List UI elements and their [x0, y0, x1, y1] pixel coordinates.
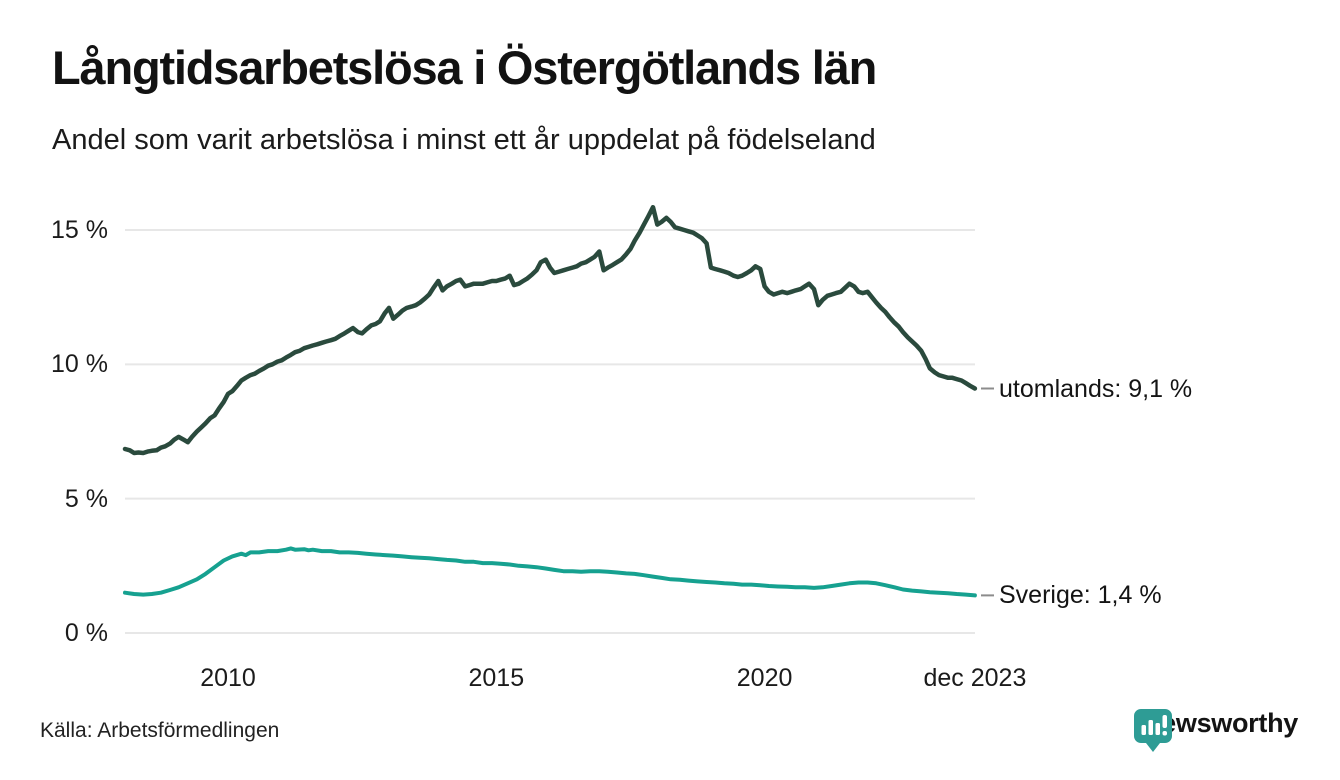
- y-tick-label-5: 5 %: [64, 484, 108, 513]
- x-tick-label-dec-2023: dec 2023: [923, 664, 1027, 692]
- newsworthy-logo: Newsworthy: [1133, 708, 1298, 752]
- series-line-Sverige: [123, 546, 977, 598]
- series-end-label-utomlands: utomlands: 9,1 %: [999, 374, 1193, 403]
- chart-title: Långtidsarbetslösa i Östergötlands län: [52, 41, 877, 94]
- series-end-label-Sverige: Sverige: 1,4 %: [999, 581, 1162, 610]
- x-tick-label-2010: 2010: [200, 664, 256, 692]
- y-tick-label-10: 10 %: [51, 350, 108, 379]
- source-note: Källa: Arbetsförmedlingen: [40, 719, 280, 742]
- series-line-utomlands: [122, 204, 978, 456]
- x-tick-label-2020: 2020: [736, 664, 793, 692]
- x-tick-label-2015: 2015: [468, 664, 525, 692]
- chart-subtitle: Andel som varit arbetslösa i minst ett å…: [52, 124, 876, 156]
- y-tick-label-15: 15 %: [51, 215, 108, 244]
- y-tick-label-0: 0 %: [64, 619, 108, 647]
